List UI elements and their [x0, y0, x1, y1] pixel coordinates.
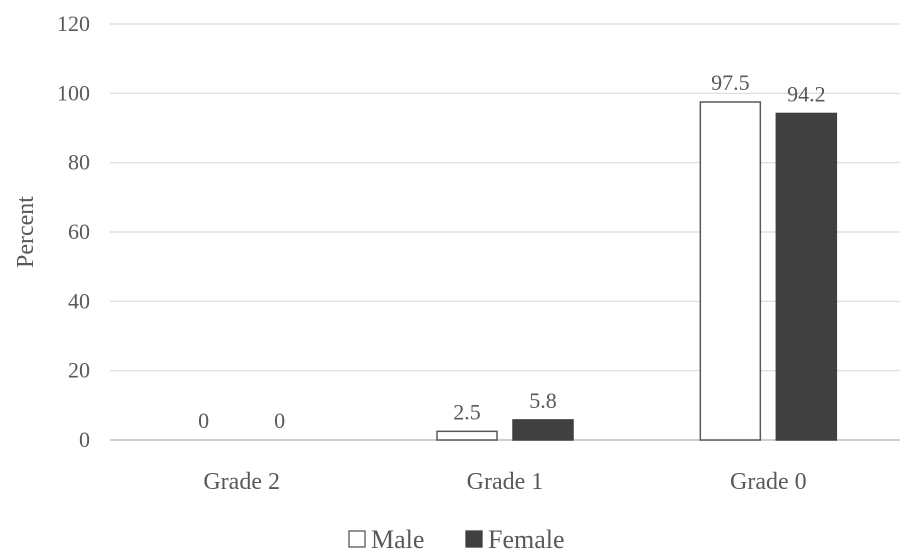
data-label-male: 2.5 — [453, 399, 481, 424]
x-category-label: Grade 2 — [203, 469, 280, 495]
bars — [436, 101, 838, 441]
y-tick-label: 100 — [57, 80, 90, 105]
data-label-female: 0 — [274, 408, 285, 433]
y-axis-ticks: 0 20 40 60 80 100 120 — [57, 11, 90, 452]
data-labels: 0 0 2.5 5.8 97.5 94.2 — [198, 70, 825, 433]
y-tick-label: 40 — [68, 288, 90, 313]
legend-label-male: Male — [371, 525, 424, 552]
x-axis-categories: Grade 2 Grade 1 Grade 0 — [203, 469, 806, 495]
gridlines — [110, 23, 900, 441]
y-axis-title: Percent — [13, 196, 39, 268]
bar-male — [699, 101, 762, 441]
legend-swatch-male — [348, 530, 366, 548]
data-label-female: 94.2 — [787, 81, 826, 106]
legend: Male Female — [348, 525, 565, 554]
bar-female — [775, 112, 838, 441]
data-label-male: 97.5 — [711, 70, 750, 95]
x-category-label: Grade 0 — [730, 469, 807, 495]
data-label-male: 0 — [198, 408, 209, 433]
y-tick-label: 80 — [68, 150, 90, 175]
y-tick-label: 120 — [57, 11, 90, 36]
legend-label-female: Female — [488, 525, 565, 552]
legend-swatch-female — [465, 530, 483, 548]
bar-male — [436, 430, 498, 441]
bar-female — [512, 419, 574, 441]
y-tick-label: 20 — [68, 358, 90, 383]
data-label-female: 5.8 — [529, 388, 557, 413]
y-tick-label: 0 — [79, 427, 90, 452]
x-category-label: Grade 1 — [467, 469, 544, 495]
y-tick-label: 60 — [68, 219, 90, 244]
